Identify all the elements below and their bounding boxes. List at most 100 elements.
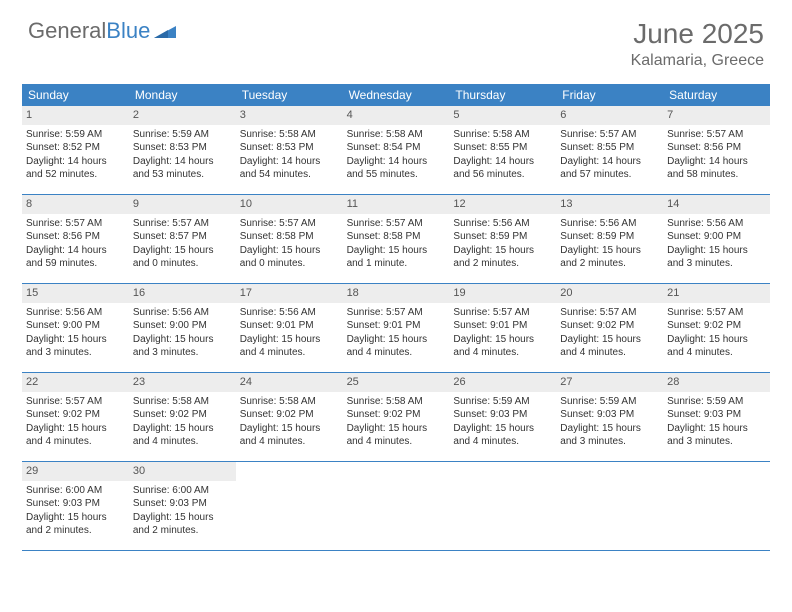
daylight-line1: Daylight: 14 hours <box>453 155 552 169</box>
daylight-line1: Daylight: 15 hours <box>26 333 125 347</box>
month-title: June 2025 <box>631 18 764 50</box>
day-number: 19 <box>449 284 556 303</box>
day-cell: 5Sunrise: 5:58 AMSunset: 8:55 PMDaylight… <box>449 106 556 194</box>
daylight-line2: and 3 minutes. <box>133 346 232 360</box>
sunrise-text: Sunrise: 5:57 AM <box>453 306 552 320</box>
day-cell: 22Sunrise: 5:57 AMSunset: 9:02 PMDayligh… <box>22 373 129 461</box>
sunset-text: Sunset: 9:00 PM <box>667 230 766 244</box>
day-number: 12 <box>449 195 556 214</box>
daylight-line1: Daylight: 15 hours <box>26 511 125 525</box>
header: GeneralBlue June 2025 Kalamaria, Greece <box>0 0 792 78</box>
day-cell: 30Sunrise: 6:00 AMSunset: 9:03 PMDayligh… <box>129 462 236 550</box>
daylight-line1: Daylight: 15 hours <box>453 422 552 436</box>
sunset-text: Sunset: 9:01 PM <box>347 319 446 333</box>
daylight-line1: Daylight: 15 hours <box>453 333 552 347</box>
day-cell: 16Sunrise: 5:56 AMSunset: 9:00 PMDayligh… <box>129 284 236 372</box>
location-label: Kalamaria, Greece <box>631 52 764 70</box>
day-cell: 7Sunrise: 5:57 AMSunset: 8:56 PMDaylight… <box>663 106 770 194</box>
sunrise-text: Sunrise: 5:59 AM <box>26 128 125 142</box>
sunrise-text: Sunrise: 5:58 AM <box>347 128 446 142</box>
daylight-line1: Daylight: 15 hours <box>133 422 232 436</box>
sunset-text: Sunset: 8:58 PM <box>347 230 446 244</box>
day-cell <box>663 462 770 550</box>
day-number: 4 <box>343 106 450 125</box>
weekday-header: Wednesday <box>343 84 450 106</box>
daylight-line1: Daylight: 14 hours <box>240 155 339 169</box>
daylight-line1: Daylight: 14 hours <box>667 155 766 169</box>
sunset-text: Sunset: 8:59 PM <box>453 230 552 244</box>
sunrise-text: Sunrise: 5:58 AM <box>133 395 232 409</box>
day-number: 23 <box>129 373 236 392</box>
brand-part1: General <box>28 18 106 44</box>
sunrise-text: Sunrise: 5:56 AM <box>26 306 125 320</box>
day-number: 11 <box>343 195 450 214</box>
sunset-text: Sunset: 9:00 PM <box>133 319 232 333</box>
day-cell: 4 Sunrise: 5:58 AMSunset: 8:54 PMDaylight… <box>343 106 450 194</box>
day-number: 17 <box>236 284 343 303</box>
weekday-header: Tuesday <box>236 84 343 106</box>
weekday-header: Sunday <box>22 84 129 106</box>
weekday-header: Saturday <box>663 84 770 106</box>
sunset-text: Sunset: 9:03 PM <box>453 408 552 422</box>
day-number: 15 <box>22 284 129 303</box>
daylight-line2: and 0 minutes. <box>133 257 232 271</box>
title-block: June 2025 Kalamaria, Greece <box>631 18 764 70</box>
day-number: 25 <box>343 373 450 392</box>
day-cell <box>343 462 450 550</box>
week-row: 22Sunrise: 5:57 AMSunset: 9:02 PMDayligh… <box>22 373 770 462</box>
daylight-line2: and 54 minutes. <box>240 168 339 182</box>
day-cell: 26Sunrise: 5:59 AMSunset: 9:03 PMDayligh… <box>449 373 556 461</box>
day-number: 22 <box>22 373 129 392</box>
daylight-line2: and 3 minutes. <box>560 435 659 449</box>
day-number: 16 <box>129 284 236 303</box>
daylight-line2: and 4 minutes. <box>26 435 125 449</box>
sunset-text: Sunset: 9:02 PM <box>667 319 766 333</box>
day-number: 7 <box>663 106 770 125</box>
sunrise-text: Sunrise: 5:58 AM <box>453 128 552 142</box>
daylight-line2: and 2 minutes. <box>453 257 552 271</box>
sunset-text: Sunset: 8:52 PM <box>26 141 125 155</box>
daylight-line1: Daylight: 15 hours <box>347 333 446 347</box>
sunset-text: Sunset: 8:59 PM <box>560 230 659 244</box>
daylight-line1: Daylight: 14 hours <box>133 155 232 169</box>
weekday-header: Monday <box>129 84 236 106</box>
day-cell: 29Sunrise: 6:00 AMSunset: 9:03 PMDayligh… <box>22 462 129 550</box>
daylight-line2: and 59 minutes. <box>26 257 125 271</box>
sunrise-text: Sunrise: 5:57 AM <box>133 217 232 231</box>
day-cell: 21Sunrise: 5:57 AMSunset: 9:02 PMDayligh… <box>663 284 770 372</box>
day-number: 24 <box>236 373 343 392</box>
daylight-line2: and 3 minutes. <box>667 435 766 449</box>
sunset-text: Sunset: 9:02 PM <box>347 408 446 422</box>
daylight-line1: Daylight: 15 hours <box>26 422 125 436</box>
day-number: 21 <box>663 284 770 303</box>
day-cell: 25Sunrise: 5:58 AMSunset: 9:02 PMDayligh… <box>343 373 450 461</box>
day-number: 28 <box>663 373 770 392</box>
daylight-line1: Daylight: 14 hours <box>347 155 446 169</box>
sunset-text: Sunset: 9:02 PM <box>240 408 339 422</box>
sunset-text: Sunset: 9:01 PM <box>453 319 552 333</box>
daylight-line2: and 3 minutes. <box>26 346 125 360</box>
day-cell: 19 Sunrise: 5:57 AMSunset: 9:01 PMDayligh… <box>449 284 556 372</box>
daylight-line1: Daylight: 15 hours <box>667 244 766 258</box>
daylight-line1: Daylight: 15 hours <box>347 422 446 436</box>
daylight-line1: Daylight: 15 hours <box>560 333 659 347</box>
sunset-text: Sunset: 9:03 PM <box>133 497 232 511</box>
day-cell <box>236 462 343 550</box>
day-cell: 27Sunrise: 5:59 AMSunset: 9:03 PMDayligh… <box>556 373 663 461</box>
weekday-header: Thursday <box>449 84 556 106</box>
day-cell: 3Sunrise: 5:58 AMSunset: 8:53 PMDaylight… <box>236 106 343 194</box>
daylight-line2: and 2 minutes. <box>133 524 232 538</box>
daylight-line1: Daylight: 15 hours <box>133 511 232 525</box>
daylight-line1: Daylight: 14 hours <box>26 155 125 169</box>
sunset-text: Sunset: 8:55 PM <box>453 141 552 155</box>
day-cell: 24Sunrise: 5:58 AMSunset: 9:02 PMDayligh… <box>236 373 343 461</box>
sunset-text: Sunset: 9:02 PM <box>560 319 659 333</box>
day-number: 29 <box>22 462 129 481</box>
daylight-line2: and 4 minutes. <box>347 346 446 360</box>
day-cell: 23Sunrise: 5:58 AMSunset: 9:02 PMDayligh… <box>129 373 236 461</box>
day-number: 14 <box>663 195 770 214</box>
sunset-text: Sunset: 8:54 PM <box>347 141 446 155</box>
day-cell <box>449 462 556 550</box>
sunset-text: Sunset: 8:58 PM <box>240 230 339 244</box>
daylight-line2: and 55 minutes. <box>347 168 446 182</box>
